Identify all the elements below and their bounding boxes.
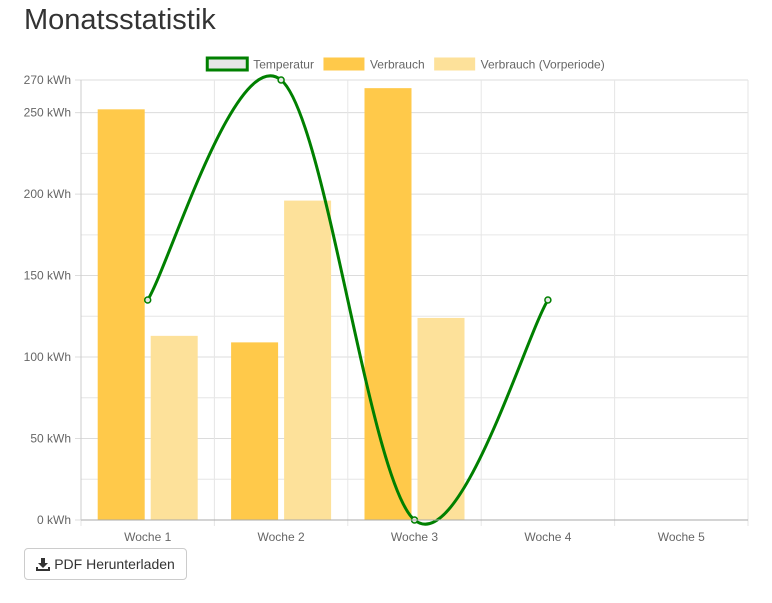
bar-verbrauch-vorperiode (417, 317, 465, 520)
legend-label: Verbrauch (Vorperiode) (481, 58, 605, 72)
y-tick-label: 200 kWh (24, 187, 71, 201)
bar-verbrauch (231, 342, 279, 520)
x-tick-label: Woche 5 (658, 530, 705, 544)
legend-label: Verbrauch (370, 58, 425, 72)
x-tick-label: Woche 2 (258, 530, 305, 544)
legend-label: Temperatur (253, 58, 314, 72)
y-tick-label: 150 kWh (24, 269, 71, 283)
bar-verbrauch (364, 88, 412, 521)
point-temperatur (277, 76, 285, 84)
bar-verbrauch-vorperiode (284, 200, 332, 520)
point-temperatur (544, 296, 552, 304)
point-temperatur (143, 296, 152, 304)
bar-verbrauch (97, 109, 145, 520)
legend-swatch (205, 56, 249, 72)
chart: Temperatur Verbrauch Verbrauch (Vorperiode… (24, 56, 749, 544)
x-tick-label: Woche 3 (391, 530, 438, 544)
y-tick-label: 50 kWh (30, 432, 71, 446)
legend-swatch (323, 57, 365, 71)
bars (97, 88, 465, 521)
x-tick-label: Woche 1 (124, 530, 171, 544)
line-temperatur (146, 74, 550, 526)
page-title: Monatsstatistik (24, 4, 216, 36)
legend-swatch (434, 57, 476, 71)
y-tick-label: 0 kWh (37, 513, 71, 527)
x-tick-label: Woche 4 (524, 530, 571, 544)
bar-verbrauch-vorperiode (150, 335, 198, 520)
pdf-download-button[interactable]: PDF Herunterladen (24, 548, 187, 580)
y-tick-label: 250 kWh (24, 106, 71, 120)
y-tick-label: 100 kWh (24, 350, 71, 364)
legend: Temperatur Verbrauch Verbrauch (Vorperiode… (205, 56, 605, 72)
download-icon (36, 557, 51, 571)
line-series (143, 74, 552, 526)
y-tick-label: 270 kWh (24, 73, 71, 87)
pdf-download-label: PDF Herunterladen (54, 556, 175, 572)
axes: 0 kWh 50 kWh 100 kWh 150 kWh 200 kWh 250 kWh 2… (24, 73, 748, 544)
